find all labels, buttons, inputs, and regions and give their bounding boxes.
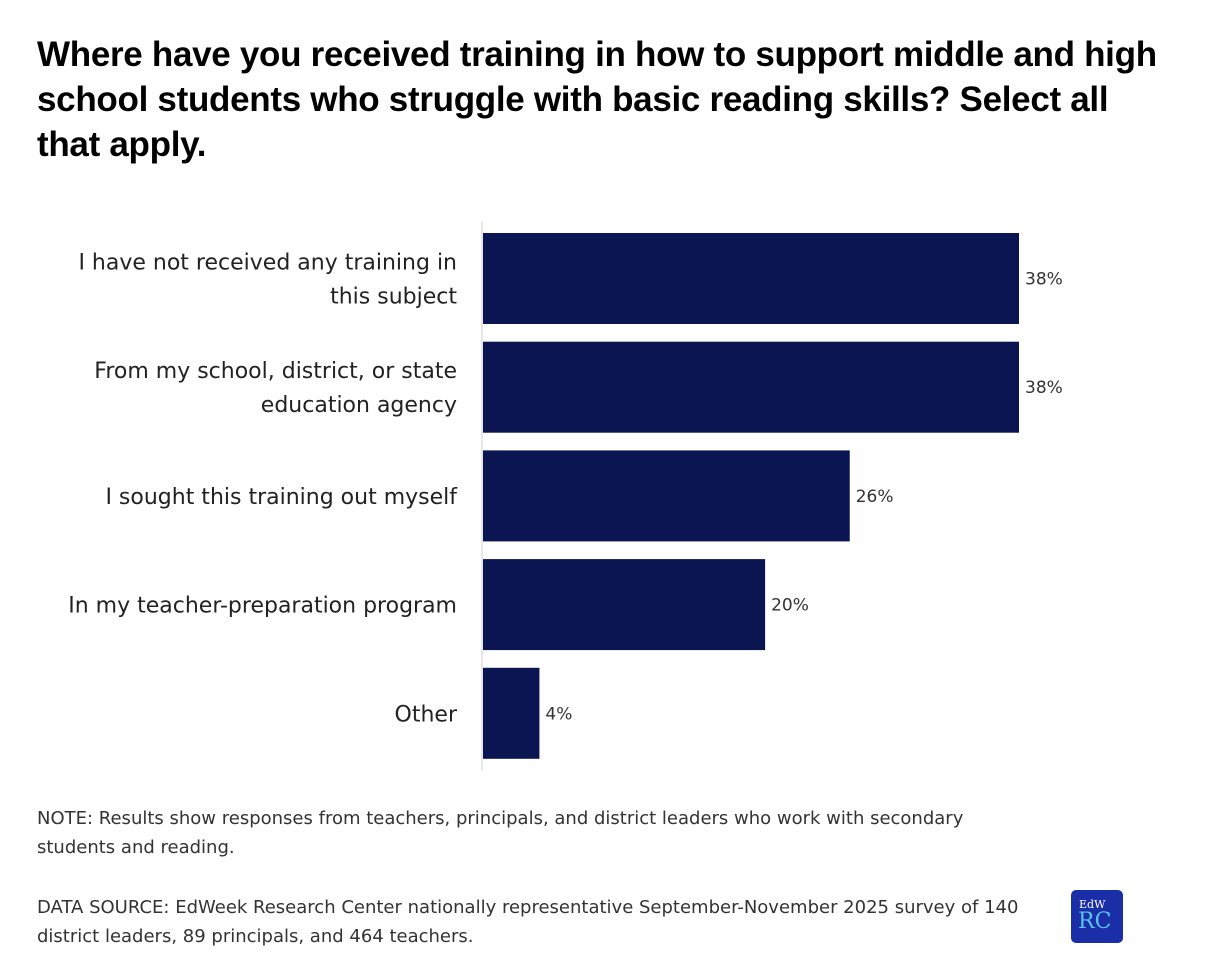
bar <box>483 559 766 651</box>
note-text: NOTE: Results show responses from teache… <box>37 808 964 858</box>
bar <box>483 667 540 759</box>
bar <box>483 233 1019 324</box>
value-label: 38% <box>1025 270 1063 290</box>
value-label: 4% <box>545 704 572 724</box>
value-label: 38% <box>1025 378 1063 398</box>
category-label: I have not received any training in <box>78 251 457 276</box>
category-label: In my teacher-preparation program <box>68 594 457 619</box>
bar <box>483 450 850 542</box>
category-label: I sought this training out myself <box>105 485 458 510</box>
data-source-text: DATA SOURCE: EdWeek Research Center nati… <box>37 897 1019 947</box>
value-label: 20% <box>771 596 809 616</box>
bar <box>483 341 1019 433</box>
chart-title: Where have you received training in how … <box>37 35 1157 164</box>
category-label: education agency <box>261 393 457 418</box>
category-label: this subject <box>330 285 457 310</box>
value-label: 26% <box>856 487 894 507</box>
category-label: From my school, district, or state <box>94 359 457 384</box>
edweek-rc-logo: EdW RC <box>1071 890 1123 943</box>
category-label: Other <box>395 702 458 727</box>
bar-chart: 38% I have not received any training in th… <box>68 222 1063 770</box>
